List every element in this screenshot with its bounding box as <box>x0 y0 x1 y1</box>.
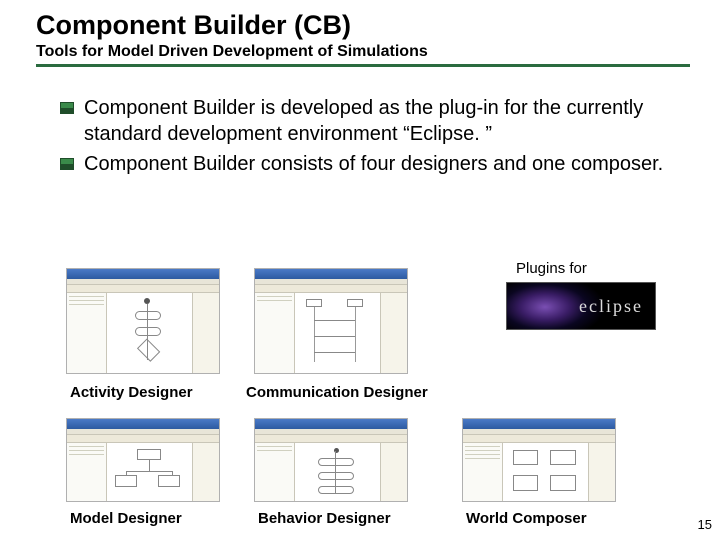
thumb-activity <box>66 268 220 374</box>
caption-behavior: Behavior Designer <box>258 510 391 527</box>
caption-world: World Composer <box>466 510 587 527</box>
caption-activity: Activity Designer <box>70 384 193 401</box>
bullet-list: Component Builder is developed as the pl… <box>36 95 690 177</box>
bullet-icon <box>60 158 74 170</box>
bullet-text: Component Builder is developed as the pl… <box>84 95 690 147</box>
thumb-behavior <box>254 418 408 502</box>
bullet-item: Component Builder consists of four desig… <box>60 151 690 177</box>
eclipse-logo: eclipse <box>506 282 656 330</box>
slide-subtitle: Tools for Model Driven Development of Si… <box>36 43 690 61</box>
slide-title: Component Builder (CB) <box>36 10 690 41</box>
plugins-label: Plugins for <box>516 260 587 277</box>
caption-model: Model Designer <box>70 510 182 527</box>
caption-communication: Communication Designer <box>246 384 428 401</box>
page-number: 15 <box>698 517 712 532</box>
thumb-communication <box>254 268 408 374</box>
title-divider <box>36 64 690 67</box>
bullet-text: Component Builder consists of four desig… <box>84 151 663 177</box>
thumb-model <box>66 418 220 502</box>
bullet-icon <box>60 102 74 114</box>
bullet-item: Component Builder is developed as the pl… <box>60 95 690 147</box>
thumb-world <box>462 418 616 502</box>
